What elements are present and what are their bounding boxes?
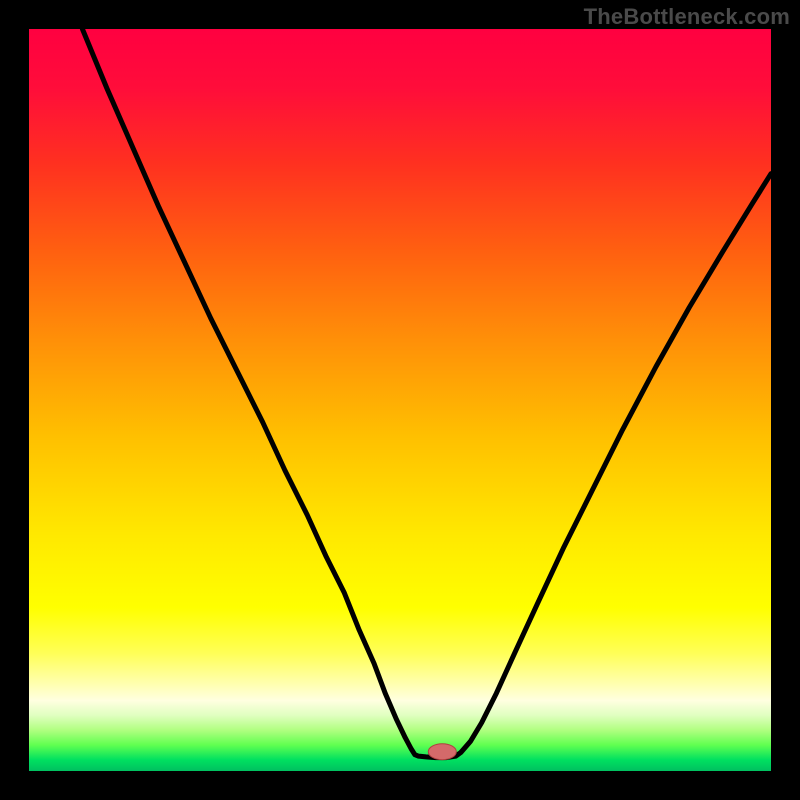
optimal-point-marker: [428, 744, 456, 760]
gradient-background: [29, 29, 771, 771]
watermark-text: TheBottleneck.com: [584, 4, 790, 30]
bottleneck-chart: [0, 0, 800, 800]
